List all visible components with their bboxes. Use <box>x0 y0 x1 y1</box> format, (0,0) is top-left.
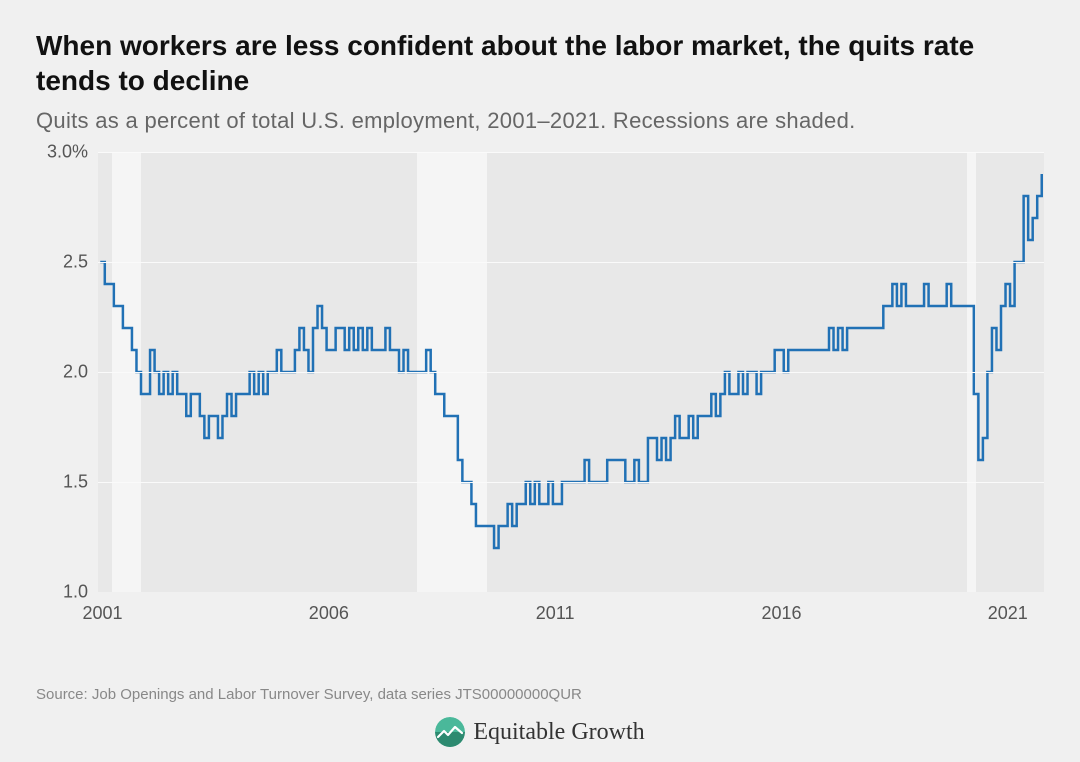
y-axis-label: 3.0% <box>36 142 88 163</box>
x-axis-label: 2021 <box>988 603 1028 624</box>
x-axis-label: 2011 <box>536 603 575 624</box>
x-axis-label: 2016 <box>761 603 801 624</box>
gridline <box>98 152 1044 153</box>
y-axis-label: 1.5 <box>36 472 88 493</box>
y-axis-label: 2.0 <box>36 362 88 383</box>
chart-title: When workers are less confident about th… <box>36 28 1044 98</box>
y-axis-label: 2.5 <box>36 252 88 273</box>
x-axis-label: 2006 <box>309 603 349 624</box>
gridline <box>98 482 1044 483</box>
chart-subtitle: Quits as a percent of total U.S. employm… <box>36 108 1044 134</box>
logo-icon <box>435 717 465 747</box>
logo: Equitable Growth <box>36 717 1044 747</box>
logo-text: Equitable Growth <box>473 719 644 746</box>
quits-rate-line <box>100 174 1041 548</box>
gridline <box>98 262 1044 263</box>
chart-container: 1.01.52.02.53.0%20012006201120162021 <box>36 152 1044 632</box>
x-axis-label: 2001 <box>82 603 122 624</box>
source-text: Source: Job Openings and Labor Turnover … <box>36 686 1044 703</box>
gridline <box>98 372 1044 373</box>
plot-area <box>98 152 1044 592</box>
y-axis-label: 1.0 <box>36 582 88 603</box>
